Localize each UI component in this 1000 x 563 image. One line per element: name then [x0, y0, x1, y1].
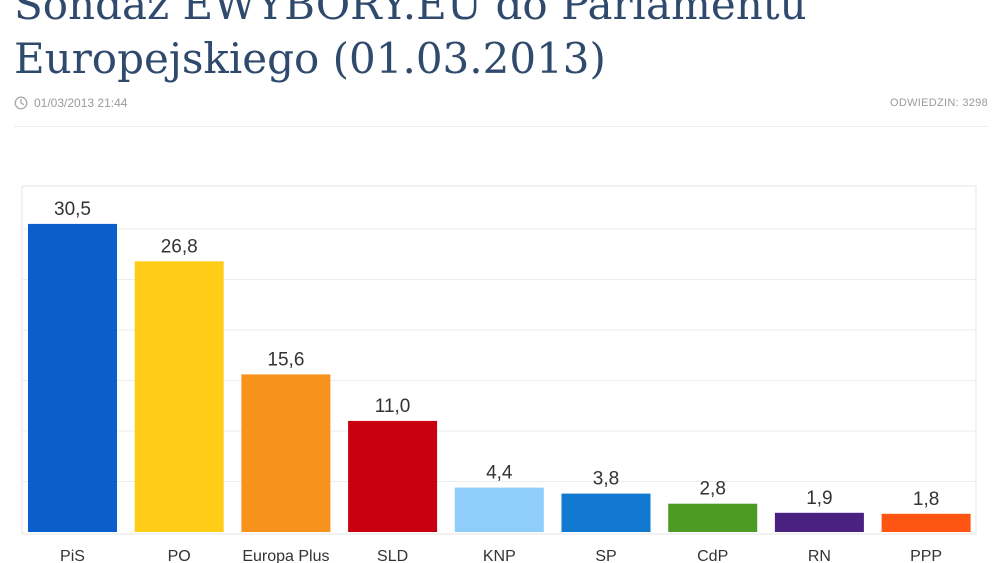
category-label: KNP — [483, 548, 516, 563]
bar-sp — [561, 493, 651, 532]
bar-value-label: 1,8 — [913, 489, 939, 510]
category-label: PPP — [910, 548, 942, 563]
bar-value-label: 3,8 — [593, 469, 619, 490]
bar-chart: 30,5 26,8 15,6 11,0 4,4 3,8 2,8 1,9 1,8 PiS PO Eur… — [21, 185, 977, 563]
bar-pis — [28, 223, 117, 532]
bar-value-label: 1,9 — [806, 488, 832, 509]
divider — [14, 126, 988, 127]
category-label: PO — [168, 548, 191, 563]
article-title: Sondaż EWYBORY.EU do Parlamentu Europejs… — [14, 0, 807, 83]
category-label: RN — [808, 548, 831, 563]
bar-value-label: 26,8 — [161, 236, 198, 257]
chart-plot-frame — [21, 185, 977, 535]
bar-value-label: 11,0 — [375, 396, 411, 417]
chart-bars — [28, 223, 971, 532]
article-meta: 01/03/2013 21:44 ODWIEDZIN: 3298 — [14, 94, 988, 114]
chart-category-labels: PiS PO Europa Plus SLD KNP SP CdP RN PPP — [60, 548, 942, 563]
category-label: SLD — [377, 548, 408, 563]
bar-value-label: 15,6 — [267, 349, 304, 370]
bar-value-label: 2,8 — [699, 479, 725, 500]
chart-value-labels: 30,5 26,8 15,6 11,0 4,4 3,8 2,8 1,9 1,8 — [54, 199, 939, 510]
bar-value-label: 4,4 — [486, 463, 513, 484]
bar-europa-plus — [241, 374, 331, 532]
bar-value-label: 30,5 — [54, 199, 91, 220]
publish-date-text: 01/03/2013 21:44 — [34, 96, 128, 110]
category-label: Europa Plus — [242, 548, 329, 563]
category-label: SP — [595, 548, 616, 563]
bar-po — [134, 261, 224, 532]
bar-knp — [454, 487, 544, 532]
bar-sld — [348, 420, 438, 532]
bar-cdp — [668, 503, 758, 532]
view-count: ODWIEDZIN: 3298 — [889, 97, 988, 109]
bar-chart-container: 30,5 26,8 15,6 11,0 4,4 3,8 2,8 1,9 1,8 PiS PO Eur… — [0, 182, 1000, 563]
category-label: PiS — [60, 548, 85, 563]
bar-ppp — [881, 513, 971, 532]
publish-date: 01/03/2013 21:44 — [14, 96, 127, 110]
bar-rn — [774, 512, 864, 532]
clock-icon — [14, 96, 28, 110]
category-label: CdP — [697, 548, 728, 563]
